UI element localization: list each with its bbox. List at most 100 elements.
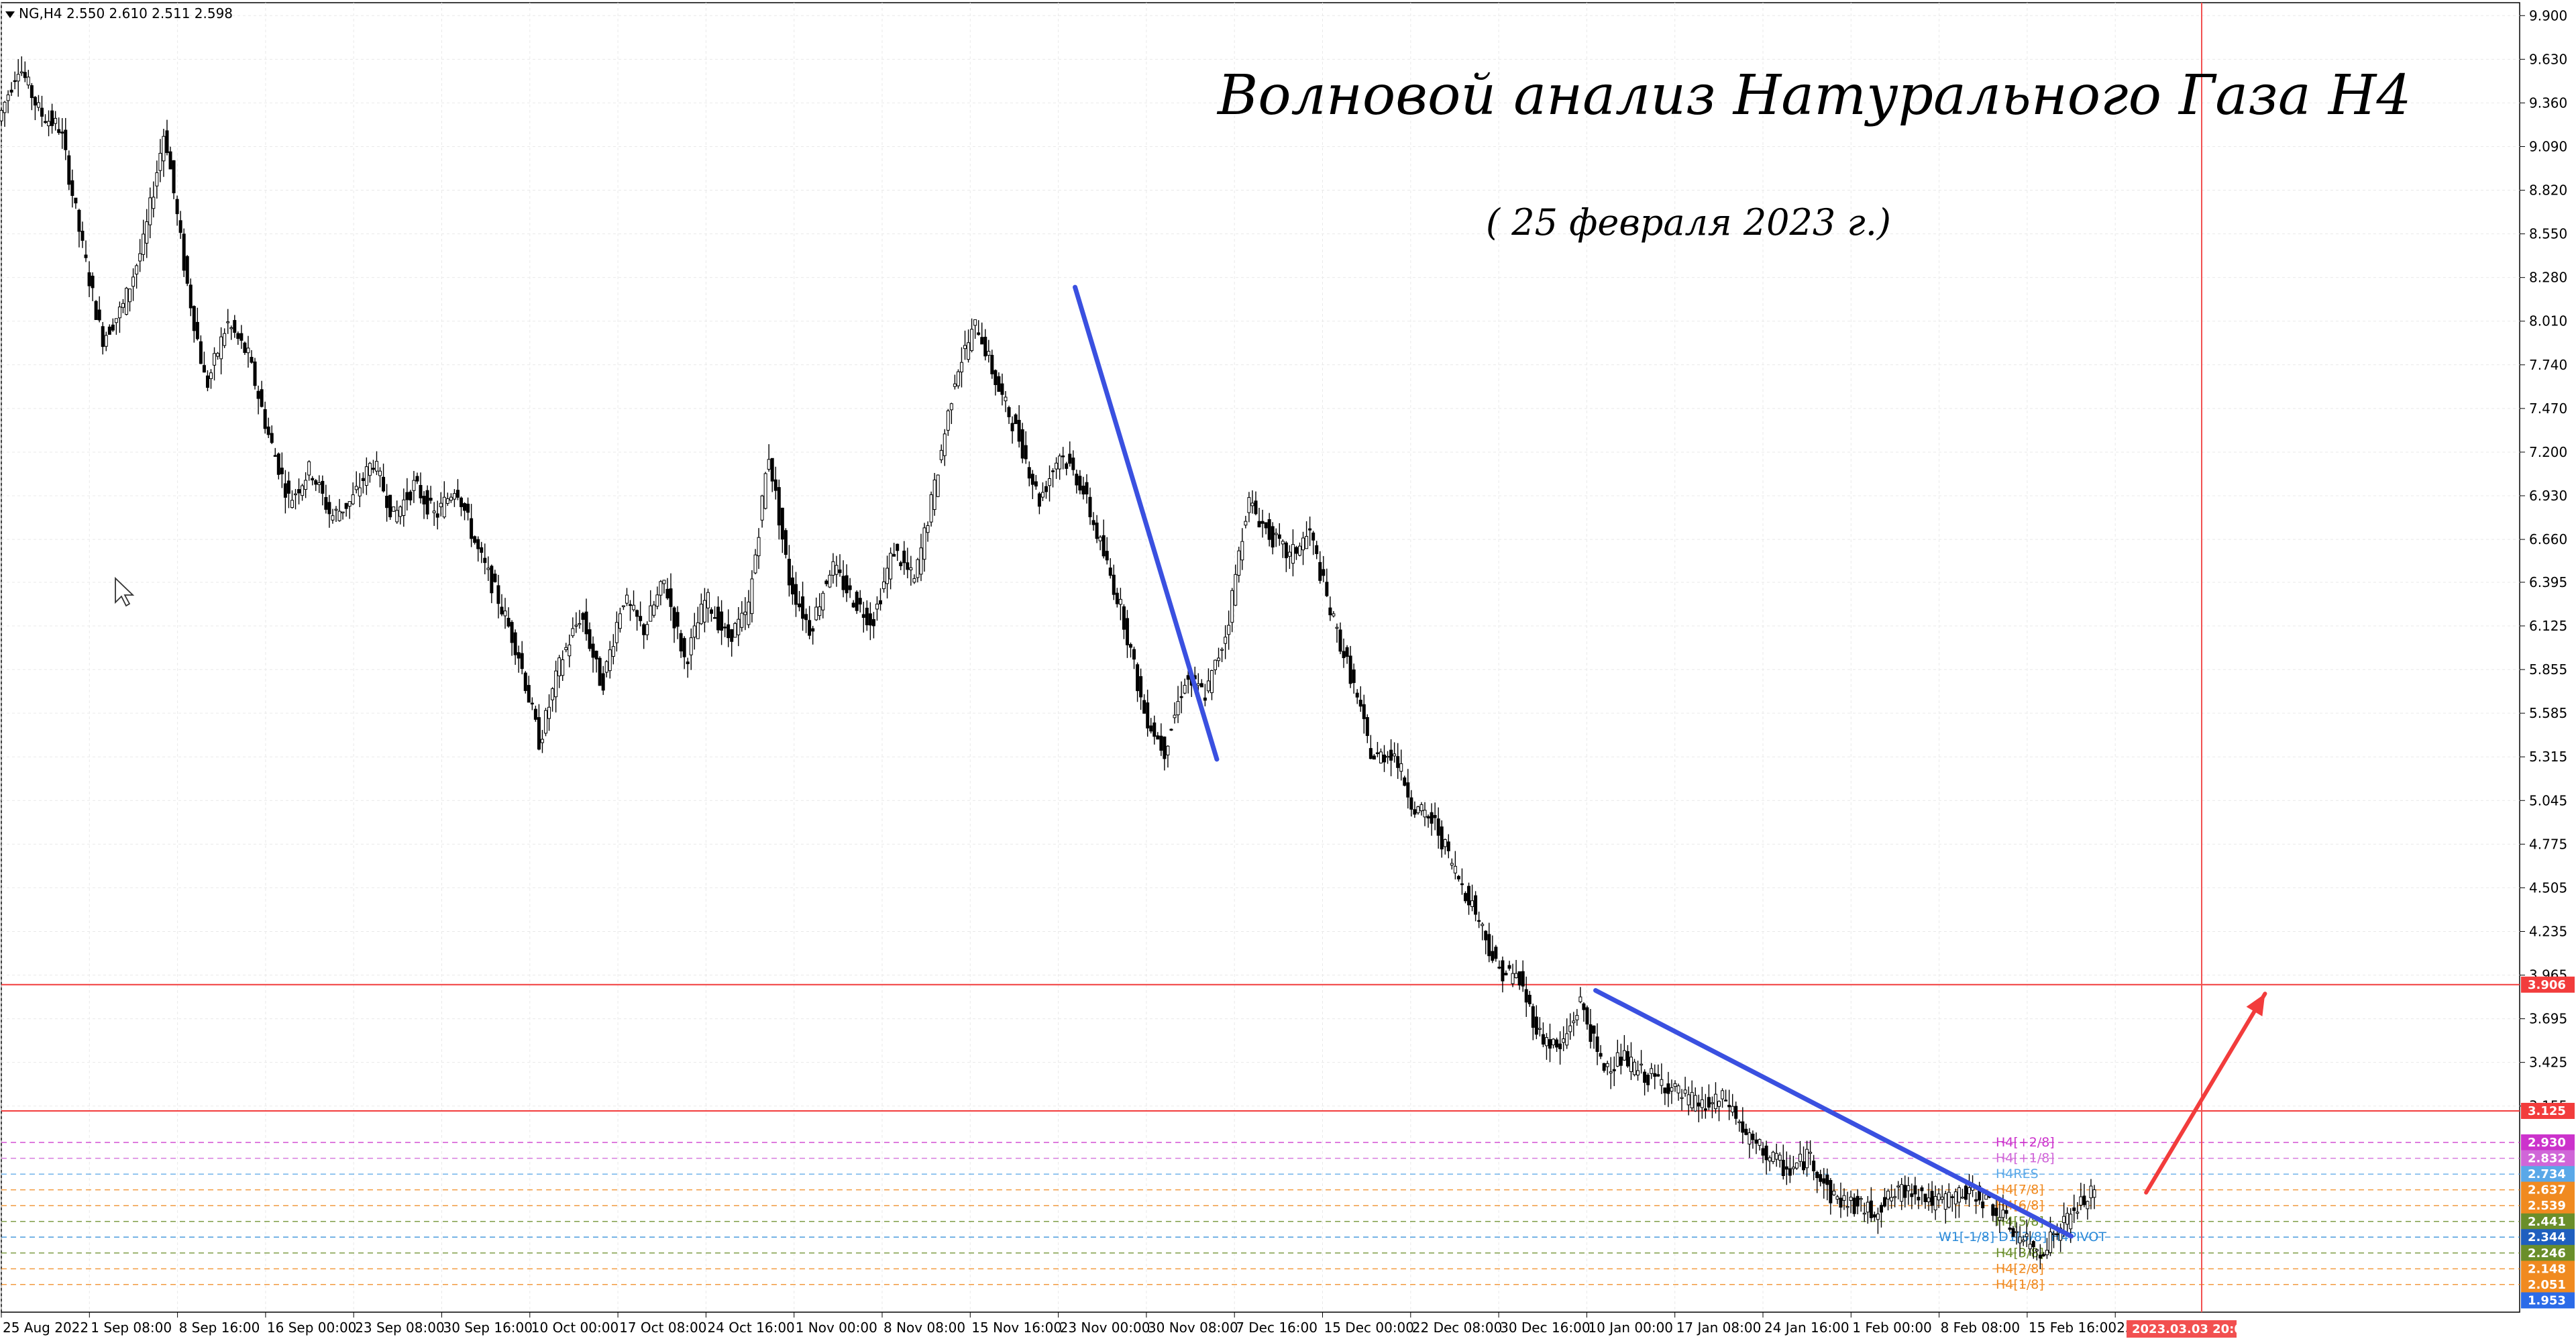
candle-body <box>138 253 142 262</box>
x-tick-label: 10 Jan 00:00 <box>1588 1320 1673 1336</box>
candle-body <box>1078 476 1082 491</box>
candle-body <box>1724 1100 1728 1102</box>
candle-body <box>1048 478 1052 486</box>
candle-body <box>1491 951 1495 961</box>
candle-body <box>107 326 111 335</box>
dropdown-triangle-icon[interactable] <box>5 11 15 18</box>
candle-body <box>1774 1153 1778 1160</box>
candle-body <box>223 333 227 346</box>
murrey-level-label: W1[-1/8] D1[3/8] H4PIVOT <box>1939 1230 2106 1244</box>
candle-body <box>598 657 602 686</box>
x-tick-label: 16 Sep 00:00 <box>267 1320 357 1336</box>
candle-body <box>557 657 561 677</box>
candle-body <box>419 484 423 498</box>
candle-body <box>101 326 105 347</box>
candle-body <box>1994 1208 1998 1216</box>
candle-body <box>689 637 693 655</box>
price-tag-label: 2.148 <box>2528 1262 2566 1276</box>
y-tick-label: 9.090 <box>2529 138 2567 154</box>
candle-body <box>1859 1197 1863 1200</box>
candle-body <box>1805 1148 1809 1169</box>
candle-body <box>1731 1106 1735 1113</box>
candle-body <box>1748 1132 1752 1144</box>
candle-body <box>1450 863 1454 866</box>
candle-body <box>158 152 162 171</box>
candle-body <box>882 581 886 590</box>
candle-body <box>1122 606 1126 630</box>
candle-body <box>828 574 832 588</box>
candle-body <box>2041 1254 2045 1256</box>
candle-body <box>2069 1214 2073 1230</box>
candle-body <box>1670 1087 1674 1092</box>
candle-body <box>455 490 460 498</box>
candle-body <box>87 272 91 286</box>
candle-body <box>2062 1216 2066 1224</box>
candle-body <box>1118 598 1122 605</box>
candle-body <box>1710 1102 1714 1104</box>
candle-body <box>1930 1191 1934 1206</box>
symbol-header[interactable]: NG,H4 2.550 2.610 2.511 2.598 <box>5 5 233 21</box>
candle-body <box>808 620 812 636</box>
candle-body <box>1737 1121 1741 1124</box>
candle-body <box>1629 1057 1633 1072</box>
candle-body <box>676 612 680 627</box>
y-tick-label: 4.775 <box>2529 836 2567 852</box>
candle-body <box>1075 474 1079 486</box>
candle-body <box>2076 1212 2080 1214</box>
price-tag-label: 2.539 <box>2528 1199 2566 1213</box>
candle-body <box>1686 1094 1690 1106</box>
candle-body <box>1210 670 1214 694</box>
y-tick-label: 6.125 <box>2529 618 2567 634</box>
x-tick-label: 10 Oct 00:00 <box>531 1320 619 1336</box>
candle-body <box>172 160 176 194</box>
candle-body <box>990 355 994 374</box>
candle-body <box>1365 717 1369 737</box>
candle-body <box>831 561 835 576</box>
candle-body <box>216 353 220 357</box>
candle-body <box>155 172 159 186</box>
candle-body <box>632 604 636 610</box>
candle-body <box>1436 818 1440 836</box>
candle-body <box>1964 1185 1968 1200</box>
candle-body <box>1893 1196 1897 1198</box>
candle-body <box>1741 1121 1745 1133</box>
candle-body <box>2018 1236 2022 1244</box>
candle-body <box>763 473 767 509</box>
candle-body <box>1791 1167 1795 1169</box>
candle-body <box>1220 649 1224 651</box>
candle-body <box>770 458 774 482</box>
candle-body <box>750 578 754 614</box>
x-tick-label: 15 Dec 00:00 <box>1324 1320 1415 1336</box>
candle-body <box>652 604 656 616</box>
chart-frame <box>1 2 2520 1313</box>
candle-body <box>60 131 64 134</box>
candle-body <box>1781 1159 1785 1177</box>
candle-body <box>1839 1197 1843 1208</box>
candle-body <box>1071 458 1075 470</box>
candle-body <box>1423 810 1427 818</box>
candle-body <box>1968 1187 1972 1194</box>
candle-body <box>2004 1210 2008 1214</box>
candle-body <box>54 117 58 124</box>
candle-body <box>757 537 761 557</box>
candle-body <box>1051 470 1055 472</box>
murrey-level-label: H4[1/8] <box>1996 1277 2044 1292</box>
candle-body <box>1244 521 1248 526</box>
candle-body <box>131 276 136 287</box>
candle-body <box>784 530 788 555</box>
candle-body <box>337 511 341 521</box>
candle-body <box>1156 735 1160 740</box>
price-tag <box>2521 1276 2575 1293</box>
candle-body <box>388 494 392 518</box>
candle-body <box>1199 683 1203 688</box>
candle-body <box>1203 697 1207 701</box>
candle-body <box>1335 627 1339 629</box>
candle-body <box>655 594 659 607</box>
candle-body <box>1386 755 1390 758</box>
y-tick-label: 6.660 <box>2529 531 2567 547</box>
price-tag <box>2521 1181 2575 1198</box>
candle-body <box>588 629 592 649</box>
candle-body <box>2028 1244 2032 1250</box>
candle-body <box>1599 1053 1603 1057</box>
